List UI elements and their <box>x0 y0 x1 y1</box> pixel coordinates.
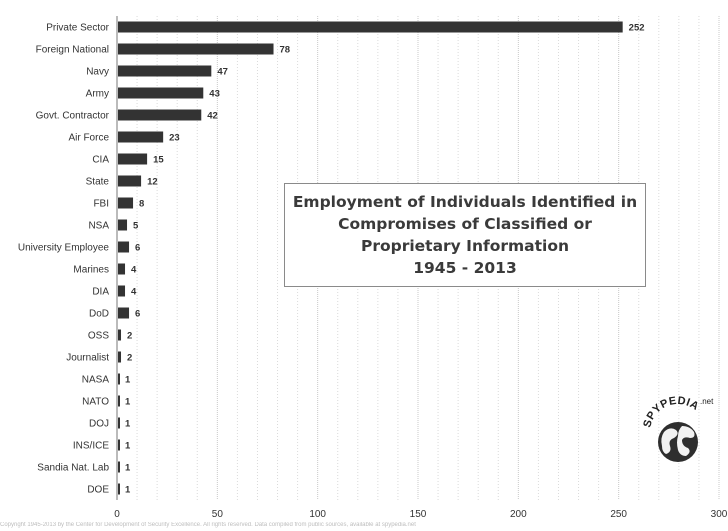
category-label: OSS <box>88 331 109 342</box>
logo-suffix: .net <box>700 397 714 406</box>
x-axis-ticks: 0 50 100 150 200 250 300 <box>114 509 728 520</box>
value-label: 42 <box>207 111 218 122</box>
value-label: 1 <box>125 375 131 386</box>
value-label: 1 <box>125 419 131 430</box>
category-label: INS/ICE <box>73 441 109 452</box>
bar <box>118 307 130 319</box>
bar <box>118 241 130 253</box>
title-line-2: Compromises of Classified or <box>338 215 592 233</box>
value-label: 252 <box>629 23 645 34</box>
globe-icon <box>658 422 698 462</box>
category-label: Journalist <box>66 353 109 364</box>
value-label: 6 <box>135 243 140 254</box>
category-label: Govt. Contractor <box>36 111 110 122</box>
title-line-1: Employment of Individuals Identified in <box>292 193 638 211</box>
value-label: 12 <box>147 177 158 188</box>
category-label: NASA <box>82 375 110 386</box>
category-label: Navy <box>86 67 109 78</box>
category-labels: Private Sector Foreign National Navy Army Go… <box>18 23 110 496</box>
value-label: 1 <box>125 441 131 452</box>
category-label: DOJ <box>89 419 109 430</box>
value-label: 15 <box>153 155 164 166</box>
category-label: Air Force <box>68 133 109 144</box>
category-label: FBI <box>93 199 109 210</box>
value-label: 1 <box>125 485 131 496</box>
category-label: Army <box>86 89 109 100</box>
category-label: NSA <box>88 221 109 232</box>
bar <box>118 439 120 451</box>
x-tick-label: 150 <box>410 509 427 520</box>
category-label: University Employee <box>18 243 110 254</box>
value-label: 1 <box>125 397 131 408</box>
value-label: 4 <box>131 265 137 276</box>
value-label: 5 <box>133 221 139 232</box>
bar <box>118 175 142 187</box>
x-tick-label: 100 <box>309 509 326 520</box>
x-tick-label: 200 <box>510 509 527 520</box>
bar <box>118 43 274 55</box>
x-tick-label: 0 <box>114 509 120 520</box>
bar <box>118 461 120 473</box>
bar <box>118 131 164 143</box>
value-label: 23 <box>169 133 180 144</box>
title-line-4: 1945 - 2013 <box>413 259 517 277</box>
category-label: DoD <box>89 309 109 320</box>
value-label: 2 <box>127 353 132 364</box>
bar <box>118 329 122 341</box>
x-tick-label: 50 <box>212 509 224 520</box>
category-label: Sandia Nat. Lab <box>37 463 109 474</box>
category-label: CIA <box>92 155 109 166</box>
x-tick-label: 250 <box>610 509 627 520</box>
bar <box>118 395 120 407</box>
category-label: DOE <box>87 485 109 496</box>
value-label: 6 <box>135 309 140 320</box>
bar <box>118 109 202 121</box>
value-label: 4 <box>131 287 137 298</box>
category-label: DIA <box>92 287 109 298</box>
bar <box>118 219 128 231</box>
category-label: State <box>86 177 110 188</box>
value-label: 47 <box>217 67 228 78</box>
bar <box>118 65 212 77</box>
bars <box>118 21 623 495</box>
bar <box>118 197 134 209</box>
bar <box>118 351 122 363</box>
category-label: Private Sector <box>46 23 109 34</box>
bar <box>118 417 120 429</box>
title-line-3: Proprietary Information <box>360 237 570 255</box>
value-label: 2 <box>127 331 132 342</box>
value-label: 8 <box>139 199 144 210</box>
bar <box>118 373 120 385</box>
chart-title: Employment of Individuals Identified in … <box>284 183 646 287</box>
category-label: Marines <box>73 265 109 276</box>
category-label: NATO <box>82 397 109 408</box>
value-label: 78 <box>280 45 291 56</box>
bar <box>118 263 126 275</box>
bar <box>118 153 148 165</box>
category-label: Foreign National <box>36 45 109 56</box>
bar <box>118 483 120 495</box>
value-label: 43 <box>209 89 220 100</box>
x-tick-label: 300 <box>711 509 728 520</box>
bar <box>118 87 204 99</box>
value-label: 1 <box>125 463 131 474</box>
spypedia-logo: SPYPEDIA .net <box>641 395 714 462</box>
bar <box>118 21 623 33</box>
bar <box>118 285 126 297</box>
footer-copyright: Copyright 1945-2013 by the Center for De… <box>0 522 416 528</box>
